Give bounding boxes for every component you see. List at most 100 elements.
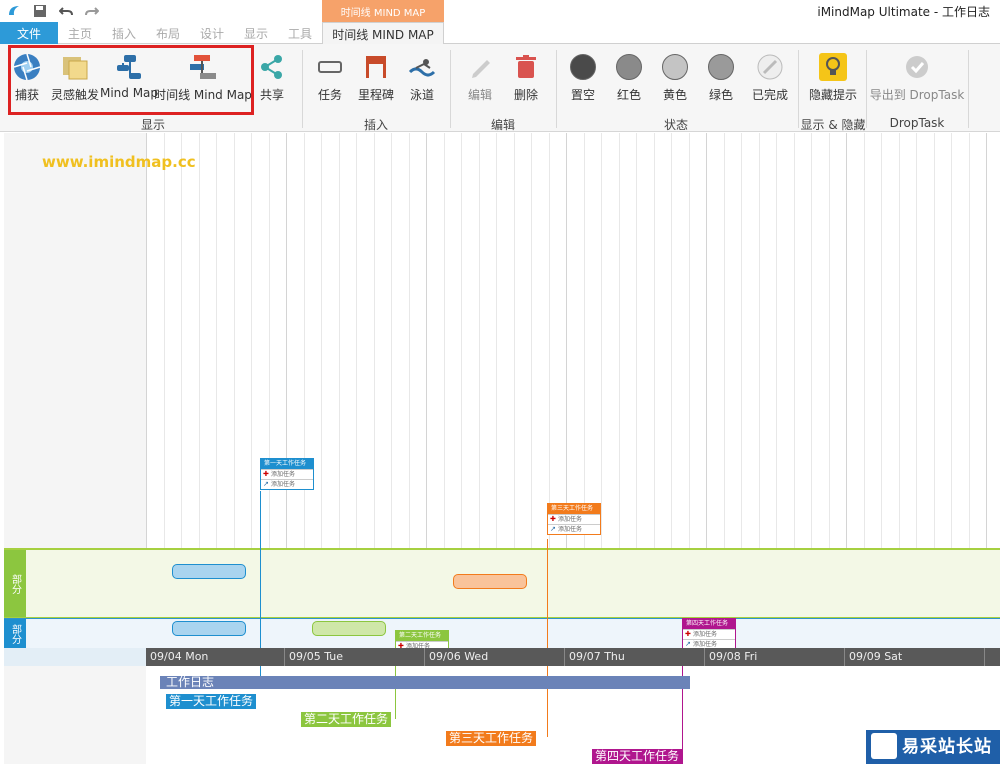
delete-button[interactable]: 删除	[512, 52, 540, 112]
milestone-label: 里程碑	[358, 88, 395, 102]
tab-design[interactable]: 设计	[199, 26, 224, 41]
grid-line	[513, 133, 515, 649]
grid-line	[268, 133, 270, 649]
task-pill[interactable]	[172, 621, 246, 636]
app-logo-icon[interactable]	[6, 3, 22, 19]
redo-icon[interactable]	[84, 3, 100, 19]
grid-line	[898, 133, 900, 649]
tab-tools[interactable]: 工具	[287, 26, 312, 41]
brainstorm-label: 灵感触发	[51, 88, 100, 102]
task-button[interactable]: 任务	[316, 52, 344, 112]
insert-group-label: 插入	[363, 118, 388, 132]
status-yellow-button[interactable]: 黄色	[660, 52, 690, 112]
hide-tips-label: 隐藏提示	[808, 88, 857, 102]
status-group-label: 状态	[663, 118, 688, 132]
add-task-row[interactable]: ✚ 添加任务	[683, 629, 735, 639]
brand-logo-icon	[871, 733, 897, 759]
central-topic-bar[interactable]: 工作日志	[160, 676, 690, 689]
timeline-canvas[interactable]: www.imindmap.cc 部分 部分 第一天工作任务 ✚ 添加任务 ↗ 添加任…	[0, 133, 1000, 764]
tab-view[interactable]: 显示	[243, 26, 268, 41]
grid-line	[741, 133, 742, 649]
task-label-day1[interactable]: 第一天工作任务	[166, 694, 257, 709]
capture-label: 捕获	[14, 88, 39, 102]
divider	[968, 50, 969, 128]
undo-icon[interactable]	[58, 3, 74, 19]
tab-file[interactable]: 文件	[0, 22, 58, 44]
add-task-label: 添加任务	[406, 643, 431, 650]
tab-insert[interactable]: 插入	[111, 26, 136, 41]
grid-line	[968, 133, 970, 649]
task-card[interactable]: 第四天工作任务 ✚ 添加任务 ↗ 添加任务	[682, 618, 736, 650]
mindmap-icon	[114, 52, 144, 82]
add-task-row[interactable]: ✚ 添加任务	[261, 469, 313, 479]
grid-line	[706, 133, 707, 649]
brainstorm-button[interactable]: 灵感触发	[51, 52, 100, 112]
edit-button[interactable]: 编辑	[466, 52, 494, 112]
swimlane-blue[interactable]: 部分	[4, 618, 1000, 648]
task-card[interactable]: 第一天工作任务 ✚ 添加任务 ↗ 添加任务	[260, 458, 314, 490]
date-axis-left	[4, 648, 146, 666]
add-task-row[interactable]: ✚ 添加任务	[548, 514, 600, 524]
task-pill[interactable]	[312, 621, 386, 636]
add-task-row[interactable]: ↗添加任务	[261, 479, 313, 489]
add-task-row[interactable]: ↗添加任务	[683, 639, 735, 649]
status-green-label: 绿色	[708, 88, 733, 102]
title-bar: 时间线 MIND MAP iMindMap Ultimate - 工作日志	[0, 0, 1000, 22]
task-card-header: 第二天工作任务	[396, 631, 448, 641]
swimlane-button[interactable]: 泳道	[408, 52, 436, 112]
grid-line	[443, 133, 445, 649]
timeline-left-margin	[4, 133, 146, 764]
add-task-label: 添加任务	[271, 471, 296, 478]
mindmap-button[interactable]: Mind Map	[99, 52, 159, 112]
add-task-row[interactable]: ↗添加任务	[548, 524, 600, 534]
hide-tips-button[interactable]: 隐藏提示	[808, 52, 858, 112]
date-label: 09/05 Tue	[289, 650, 343, 663]
milestone-button[interactable]: 里程碑	[358, 52, 394, 112]
date-divider	[984, 648, 985, 666]
mindmap-label: Mind Map	[99, 86, 159, 100]
watermark-url: www.imindmap.cc	[42, 153, 196, 171]
tab-layout[interactable]: 布局	[155, 26, 180, 41]
task-pill[interactable]	[172, 564, 246, 579]
status-green-button[interactable]: 绿色	[706, 52, 736, 112]
task-label-day2[interactable]: 第二天工作任务	[301, 712, 392, 727]
share-button[interactable]: 共享	[258, 52, 286, 112]
tab-timeline-mindmap[interactable]: 时间线 MIND MAP	[322, 22, 444, 45]
grid-line	[233, 133, 235, 649]
status-complete-button[interactable]: 已完成	[752, 52, 788, 112]
grid-line	[986, 133, 987, 649]
divider	[798, 50, 799, 128]
grid-line	[286, 133, 287, 649]
light-circle-icon	[660, 52, 690, 82]
export-droptask-button[interactable]: 导出到 DropTask	[870, 52, 964, 112]
status-red-button[interactable]: 红色	[614, 52, 644, 112]
share-label: 共享	[259, 88, 284, 102]
grid-line	[863, 133, 865, 649]
grid-line	[601, 133, 602, 649]
delete-label: 删除	[513, 88, 538, 102]
droptask-icon	[902, 52, 932, 82]
connector-line	[547, 539, 548, 737]
date-label: 09/09 Sat	[849, 650, 903, 663]
tab-home[interactable]: 主页	[67, 26, 92, 41]
save-icon[interactable]	[32, 3, 48, 19]
grid-line	[671, 133, 672, 649]
task-pill[interactable]	[453, 574, 527, 589]
grid-line	[916, 133, 917, 649]
droptask-group-label: DropTask	[889, 116, 945, 130]
ribbon-panel: 捕获 灵感触发 Mind Map 时间线 Mind Map 共享 显示	[0, 44, 1000, 132]
status-none-button[interactable]: 置空	[568, 52, 598, 112]
task-label-day3[interactable]: 第三天工作任务	[446, 731, 537, 746]
add-task-row[interactable]: ✚ 添加任务	[396, 641, 448, 651]
status-yellow-label: 黄色	[662, 88, 687, 102]
timeline-mindmap-button[interactable]: 时间线 Mind Map	[154, 52, 252, 112]
capture-button[interactable]: 捕获	[12, 52, 42, 112]
task-label-day4[interactable]: 第四天工作任务	[592, 749, 683, 764]
date-divider	[424, 648, 425, 666]
grid-line	[828, 133, 830, 649]
swimlane-green-label: 部分	[4, 550, 26, 617]
lightbulb-icon	[818, 52, 848, 82]
divider	[302, 50, 303, 128]
task-card[interactable]: 第三天工作任务 ✚ 添加任务 ↗ 添加任务	[547, 503, 601, 535]
grid-line	[146, 133, 147, 649]
